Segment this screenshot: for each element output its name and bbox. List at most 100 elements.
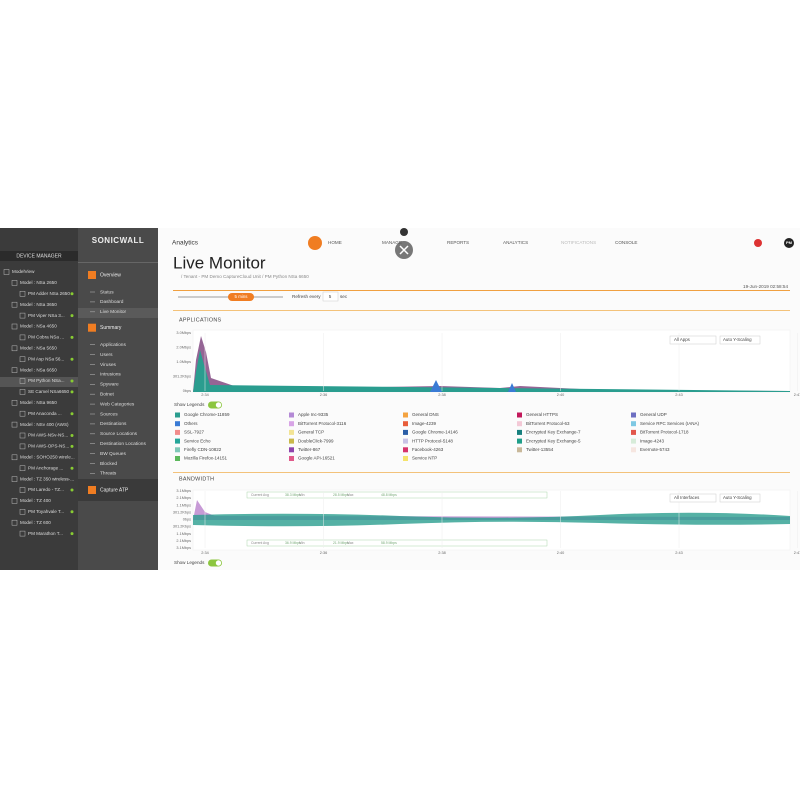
tree-icon (11, 519, 18, 526)
menu-item[interactable]: Users (100, 352, 113, 358)
refresh-value[interactable]: 5 (329, 294, 332, 299)
tree-item[interactable]: PM Toyahvale T... (28, 509, 64, 514)
tree-item[interactable]: PM Anchorage ... (28, 465, 63, 470)
menu-item[interactable]: Destinations (100, 421, 127, 427)
tree-item[interactable]: Model : NSa 3650 (20, 302, 57, 307)
legend-label[interactable]: Facebook-4263 (412, 447, 444, 452)
toggle-knob (215, 402, 222, 408)
menu-item[interactable]: Botnet (100, 391, 115, 397)
filter-box[interactable] (669, 493, 717, 503)
legend-label[interactable]: Firefly CDN-10822 (184, 447, 222, 452)
legend-label[interactable]: Apple Inc-9335 (298, 412, 329, 417)
legend-label[interactable]: Mozilla Firefox-14151 (184, 456, 228, 461)
legend-label[interactable]: Encrypted Key Exchange-7 (526, 430, 581, 435)
legend-label[interactable]: HTTP Protocol-5148 (412, 438, 453, 443)
tree-item[interactable]: PM Laredo - TZ... (28, 487, 64, 492)
tree-item[interactable]: Model : TZ 400 (20, 498, 51, 503)
legend-label[interactable]: Evernote-5743 (640, 447, 670, 452)
section: Analytics (172, 240, 199, 247)
legend-label[interactable]: Service Echo (184, 438, 211, 443)
section-title[interactable]: Summary (100, 325, 122, 331)
tree-item[interactable]: Model : NSa 4650 (20, 324, 57, 329)
menu-item[interactable]: Dashboard (100, 299, 124, 305)
tree-item[interactable]: Model : NSv 400 (AWS) (20, 422, 69, 427)
tree-item[interactable]: Model : NSa 2650 (20, 280, 57, 285)
legend-label[interactable]: General DNS (412, 412, 439, 417)
tree-item[interactable]: Model : NSa 9650 (20, 400, 57, 405)
legend-label[interactable]: General HTTPS (526, 412, 558, 417)
tree-icon (11, 301, 18, 308)
menu-item[interactable]: Blocked (100, 461, 117, 467)
tree-item[interactable]: Model : TZ 600 (20, 520, 51, 525)
nav-item[interactable]: HOME (328, 240, 342, 245)
legend-label[interactable]: Image-4243 (640, 438, 665, 443)
tree-item[interactable]: PM Cobra NSa ... (28, 335, 64, 340)
duration[interactable]: 5 mins (235, 294, 249, 299)
legend-label[interactable]: Twitter-13554 (526, 447, 554, 452)
scaling: Auto Y-Scaling (723, 337, 752, 342)
section-title[interactable]: Capture ATP (100, 487, 129, 493)
legend-label[interactable]: General UDP (640, 412, 667, 417)
tree-item[interactable]: ModelView (12, 269, 35, 274)
tree-item[interactable]: PM Asp NSa 56... (28, 356, 64, 361)
nav-item[interactable]: REPORTS (447, 240, 469, 245)
stat-label: Min (299, 493, 305, 497)
nav-item[interactable]: CONSOLE (615, 240, 637, 245)
tree-item[interactable]: Model : TZ 350 wireless-... (20, 476, 74, 481)
legend-label[interactable]: Service NTP (412, 456, 437, 461)
menu-item[interactable]: Spyware (100, 382, 119, 388)
scaling-box[interactable] (719, 335, 761, 345)
tree-item[interactable]: Model : NSa 5650 (20, 346, 57, 351)
tree-item[interactable]: PM Anaconda ... (28, 411, 62, 416)
tree-item[interactable]: PM Adder NSa 2650 (28, 291, 70, 296)
legend-label[interactable]: BitTorrent Protocol-63 (526, 421, 570, 426)
nav-item[interactable]: MANAGE (382, 240, 402, 245)
legend-label[interactable]: Google Chrome-11859 (184, 412, 230, 417)
menu-item[interactable]: Applications (100, 342, 126, 348)
menu-item[interactable]: Web Categories (100, 401, 135, 407)
legend-label[interactable]: Others (184, 421, 198, 426)
menu-item[interactable]: Status (100, 289, 114, 295)
legend-label[interactable]: SSL-7927 (184, 430, 205, 435)
legend-label[interactable]: Encrypted Key Exchange-5 (526, 438, 581, 443)
tree-item[interactable]: Model : SOHO250 wirele... (20, 455, 75, 460)
tree-item[interactable]: PM Marathon T... (28, 531, 63, 536)
legend-swatch (517, 412, 522, 418)
legend-label[interactable]: Google API-16521 (298, 456, 335, 461)
x-tick-label: 2:36 (320, 393, 327, 397)
menu-item[interactable]: Threats (100, 471, 117, 477)
tree-item[interactable]: PM Viper NSa 3... (28, 313, 65, 318)
menu-item[interactable]: Destination Locations (100, 441, 146, 447)
alert-icon[interactable] (754, 239, 762, 247)
nav-item[interactable]: NOTIFICATIONS (561, 240, 596, 245)
legend-label[interactable]: Image-4239 (412, 421, 437, 426)
legend-label[interactable]: Twitter-867 (298, 447, 321, 452)
scaling-box[interactable] (719, 493, 761, 503)
legend-label[interactable]: BitTorrent Protocol-1718 (640, 430, 689, 435)
duration-pill[interactable] (228, 293, 254, 301)
menu-item[interactable]: Intrusions (100, 372, 121, 378)
menu-item[interactable]: Live Monitor (100, 309, 127, 315)
legend-label[interactable]: BitTorrent Protocol-3116 (298, 421, 347, 426)
menu-item[interactable]: Source Locations (100, 431, 138, 437)
menu-item[interactable]: Viruses (100, 362, 117, 368)
tree-item[interactable]: Model : NSa 6650 (20, 367, 57, 372)
legend-label[interactable]: DoubleClick-7999 (298, 438, 334, 443)
tree-item[interactable]: PM AWS-NSv-NS... (28, 433, 68, 438)
y-tick-label: 1.0Mbps (176, 360, 191, 364)
legend-label[interactable]: Service RPC Services (IANA) (640, 421, 700, 426)
menu-item[interactable]: Sources (100, 411, 118, 417)
stat-value: 21.9 Mbps (333, 541, 349, 545)
tree-item[interactable]: SE Camel NSa6650 (28, 389, 70, 394)
legend-label[interactable]: Google Chrome-14146 (412, 430, 458, 435)
menu-item[interactable]: BW Queues (100, 451, 126, 457)
home-icon[interactable] (308, 236, 322, 250)
tree-item[interactable]: PM Python NSa... (28, 378, 65, 383)
section-title[interactable]: Overview (100, 272, 121, 278)
tree-item[interactable]: PM AWS-OPS-NS... (28, 444, 69, 449)
nav-item[interactable]: ANALYTICS (503, 240, 528, 245)
legend-label[interactable]: General TCP (298, 430, 324, 435)
avatar[interactable] (784, 238, 794, 248)
breadcrumb[interactable]: / Tenant - PM Demo CaptureCloud Unit / P… (181, 274, 309, 279)
filter-box[interactable] (669, 335, 717, 345)
